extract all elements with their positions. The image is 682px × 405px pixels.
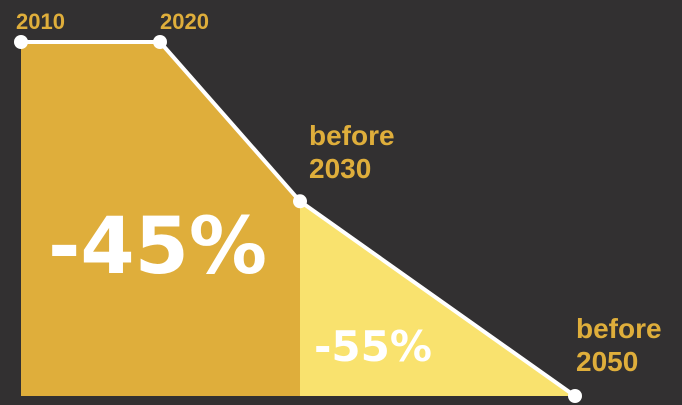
label-before-2050: before 2050 xyxy=(576,313,669,377)
point-before-2030 xyxy=(293,194,307,209)
label-before-2030-line2: 2030 xyxy=(309,153,371,184)
point-before-2050 xyxy=(568,389,582,403)
label-2010: 2010 xyxy=(16,9,65,34)
trend-line xyxy=(21,40,577,398)
label-before-2030: before 2030 xyxy=(309,120,402,184)
label-before-2050-line1: before xyxy=(576,313,662,344)
region-label-second: -55% xyxy=(314,322,432,371)
label-before-2030-line1: before xyxy=(309,120,395,151)
point-2010 xyxy=(14,35,28,49)
region-label-first: -45% xyxy=(48,202,267,292)
point-2020 xyxy=(153,35,167,49)
label-before-2050-line2: 2050 xyxy=(576,346,638,377)
label-2020: 2020 xyxy=(160,9,209,34)
first-reduction-area xyxy=(21,42,300,396)
